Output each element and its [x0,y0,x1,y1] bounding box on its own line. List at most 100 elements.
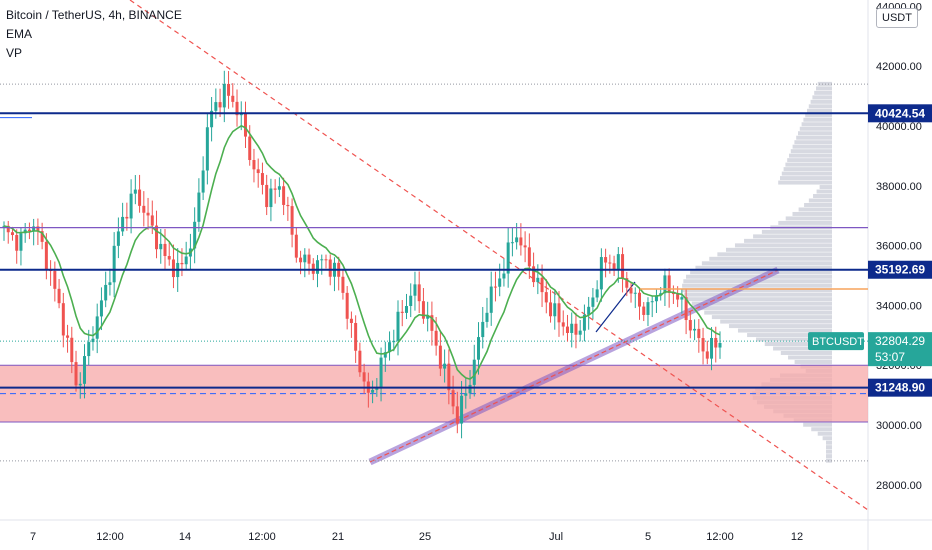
price-axis[interactable]: 44000.0042000.0040000.0038000.0036000.00… [876,1,922,491]
candle-body [489,286,493,313]
candle-body [108,282,112,285]
candle-body [404,306,408,313]
candle-body [91,338,95,343]
vp-bar [695,265,832,270]
candle-body [595,289,599,298]
candle-body [371,389,375,393]
candle-body [40,231,44,242]
candle-body [142,205,146,213]
vp-bar [778,180,832,185]
candle-body [180,262,184,265]
candle-body [74,362,78,386]
level-price-label: 40424.54 [875,106,925,120]
vp-bar [785,216,832,221]
vp-bar [805,113,832,118]
vp-bar [778,220,832,225]
vp-bar [780,176,832,181]
candle-body [421,301,425,319]
candle-body [599,257,603,290]
vp-bar [826,449,832,454]
candle-body [362,372,366,382]
candle-body [27,229,31,232]
candle-body [286,204,290,207]
candle-body [231,95,235,102]
candle-body [388,342,392,353]
vp-bar [764,342,832,347]
candle-body [565,326,569,333]
vp-bar [785,162,832,167]
candle-body [243,113,247,137]
vp-bar [761,229,832,234]
candle-body [561,322,565,327]
vp-bar [792,144,832,149]
candle-body [464,393,468,396]
time-tick: 14 [179,531,191,543]
candle-body [582,314,586,331]
candle-body [138,189,142,206]
vp-bar [744,238,832,243]
candle-body [345,292,349,319]
candle-body [443,363,447,369]
candle-body [44,241,48,270]
candle-body [688,320,692,331]
candle-body [307,254,311,264]
candle-body [277,186,281,190]
vp-bar [798,131,832,136]
candle-body [299,257,303,263]
candle-body [472,359,476,385]
candle-body [218,102,222,108]
candle-body [112,245,116,283]
vp-bar [811,427,832,432]
candle-body [210,110,214,128]
time-axis[interactable]: 7 12:00 14 12:00 21 25 Jul 5 12:00 12 [30,531,803,543]
vp-bar [812,95,832,100]
price-labels: 40424.54 35192.69 31248.90 BTCUSDT 32804.29 5… [808,104,932,397]
vp-bar [790,149,832,154]
vp-bar [826,454,832,459]
candle-body [646,302,650,315]
vp-bar [794,140,832,145]
price-tick: 38000.00 [876,181,922,193]
countdown-label: 53:07 [875,350,905,364]
candle-body [10,232,14,236]
candle-body [451,390,455,407]
candle-body [455,406,459,424]
vp-bar [807,108,832,113]
candle-body [133,189,137,194]
time-tick: 7 [30,531,36,543]
candle-body [129,193,133,219]
vp-bar [773,346,832,351]
vp-indicator-label[interactable]: VP [6,46,23,60]
candle-body [19,233,23,251]
vp-bar [808,104,832,109]
vp-bar [817,431,832,436]
vp-bar [726,247,832,252]
vp-bar [804,202,832,207]
candle-body [667,275,671,293]
candle-body [392,340,396,343]
candle-body [53,271,57,289]
candle-body [36,226,40,232]
candle-body [95,316,99,339]
candle-body [659,293,663,296]
candle-body [214,102,218,111]
currency-button[interactable]: USDT [876,8,918,28]
candle-body [430,315,434,331]
candle-body [680,297,684,300]
candle-body [316,260,320,274]
symbol-title[interactable]: Bitcoin / TetherUS, 4h, BINANCE [6,8,182,22]
candle-body [294,234,298,258]
ema-indicator-label[interactable]: EMA [6,27,33,41]
candle-body [540,277,544,293]
candle-body [222,83,226,108]
candle-body [553,303,557,317]
candle-body [413,284,417,296]
candle-body [578,330,582,335]
candle-body [515,237,519,243]
candle-body [227,83,231,96]
candle-body [684,297,688,321]
candle-body [616,254,620,270]
candle-body [201,170,205,193]
vp-bar [792,211,832,216]
candle-body [146,212,150,216]
